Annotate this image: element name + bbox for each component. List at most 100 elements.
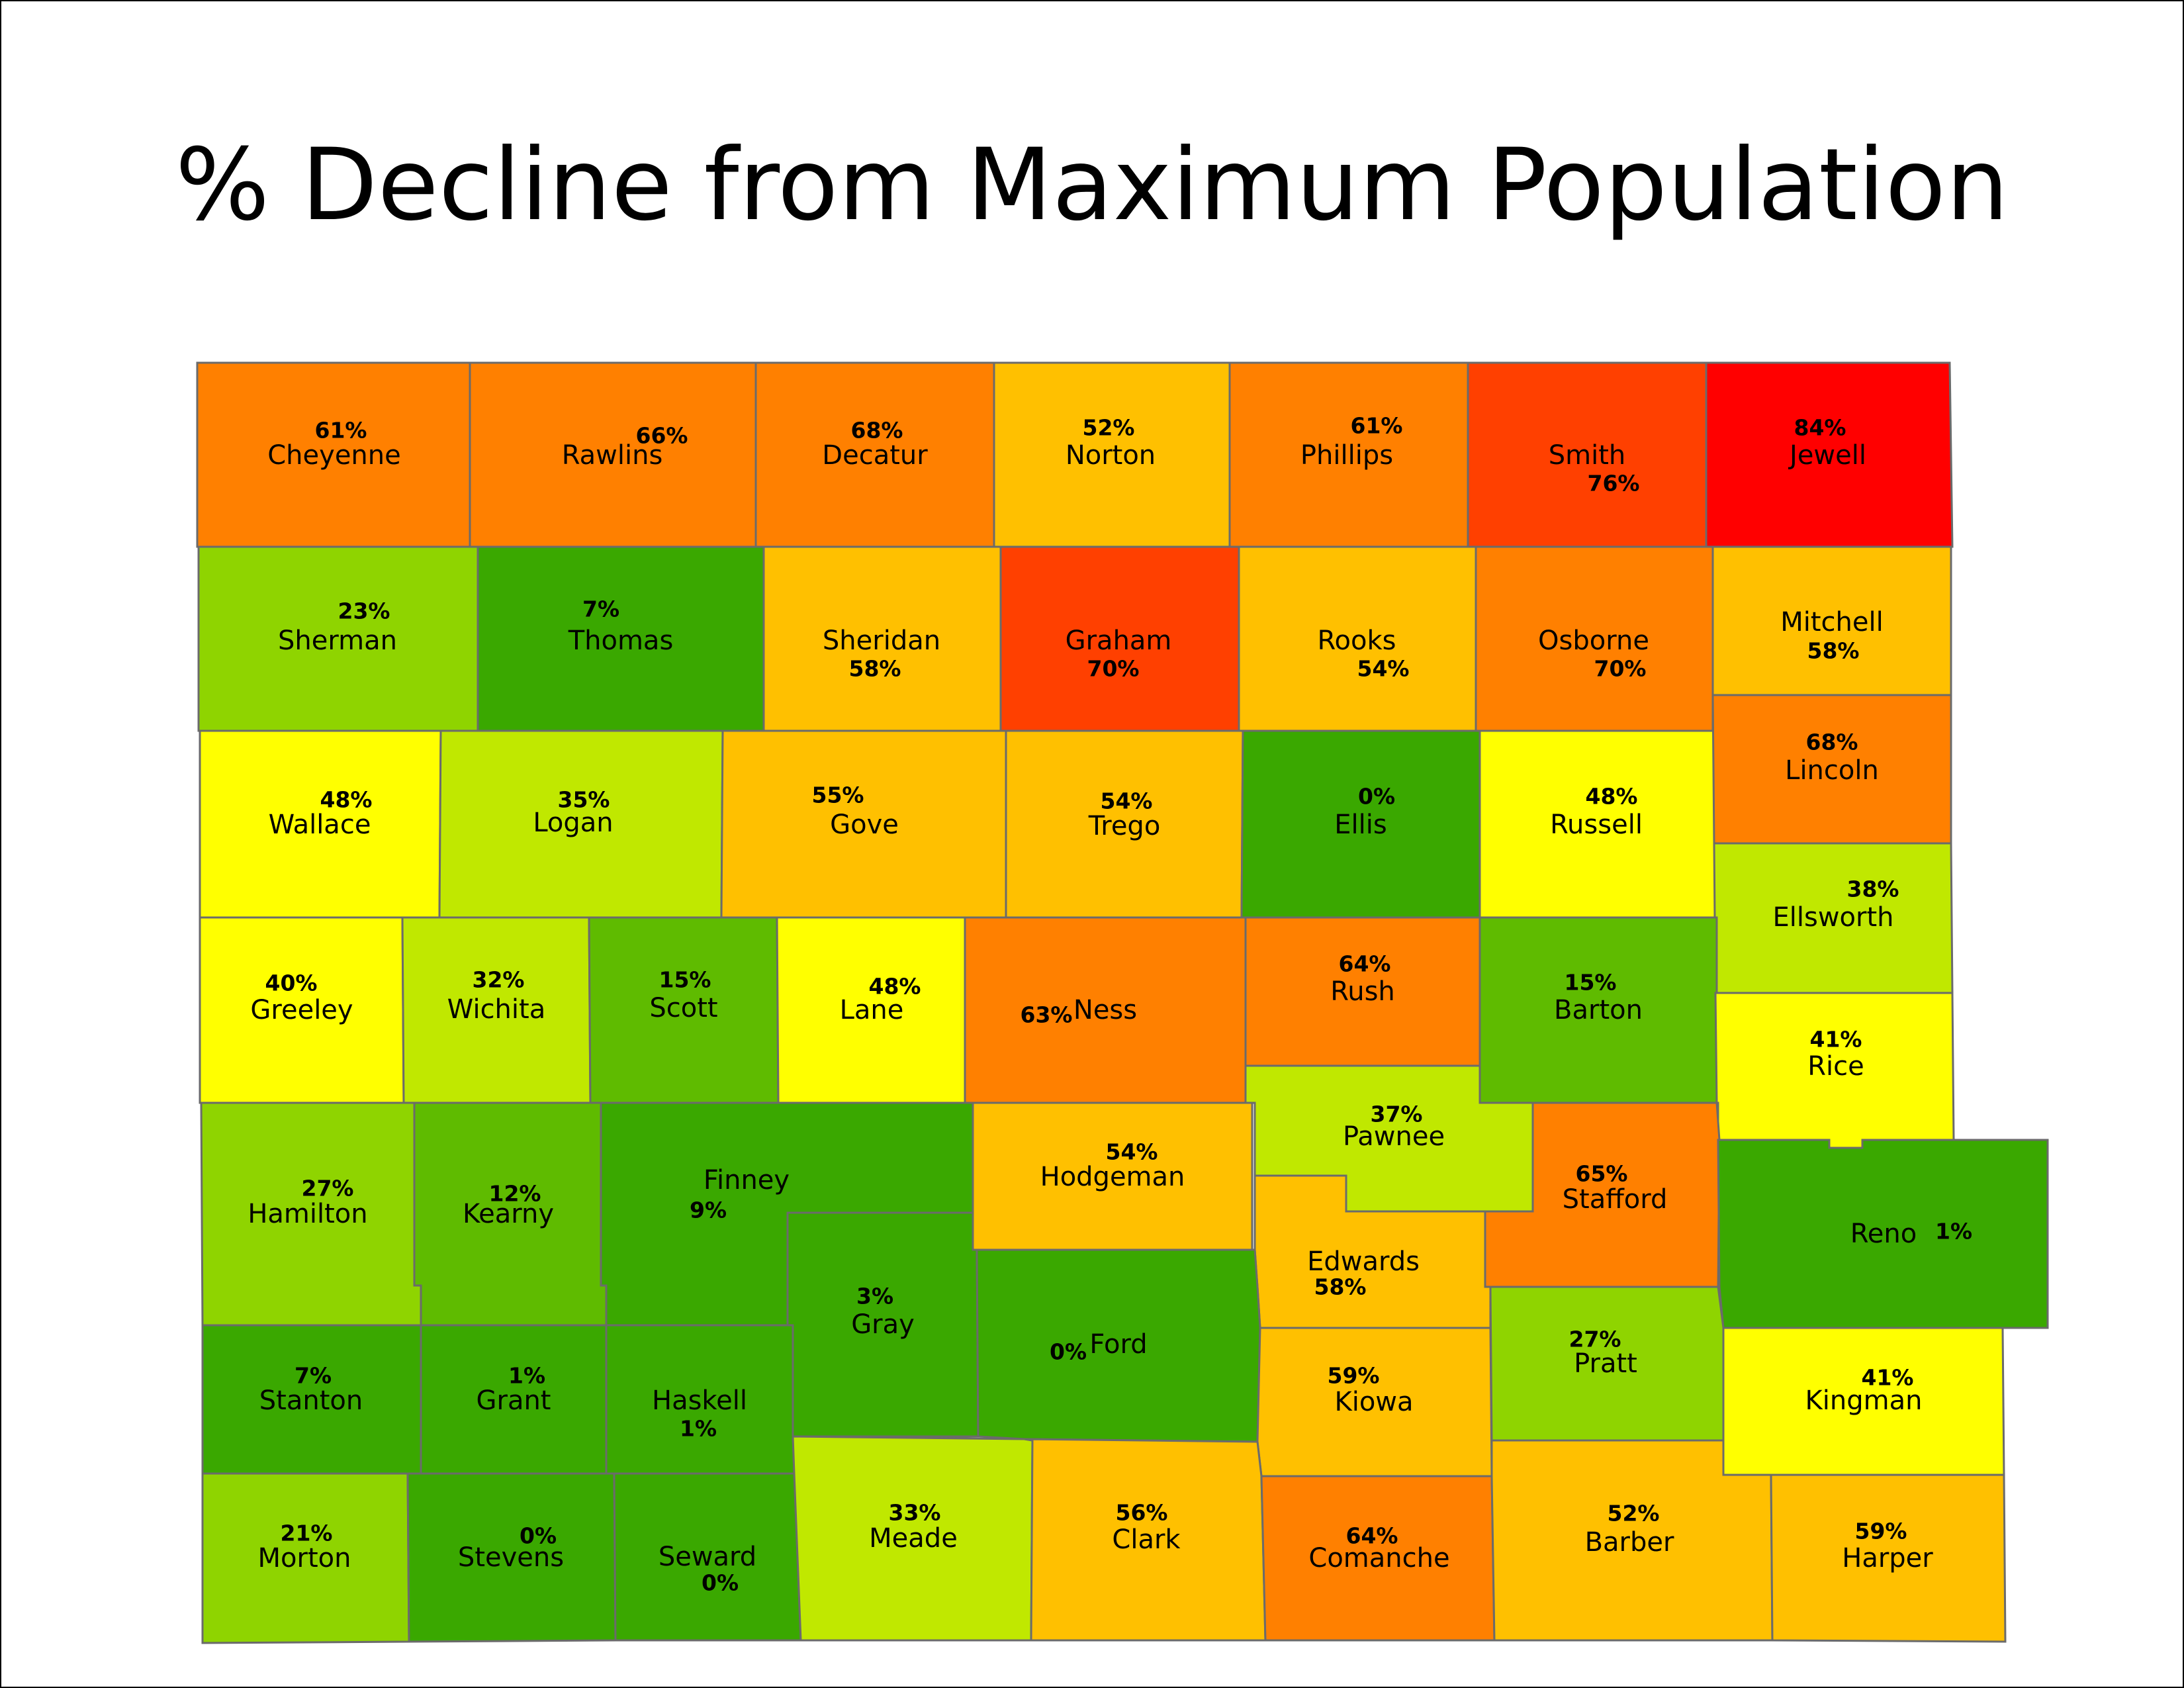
county-harper[interactable] <box>1770 1474 2007 1643</box>
county-value-logan: 35% <box>558 787 610 813</box>
county-label-wallace: Wallace <box>269 810 371 840</box>
county-value-hodgeman: 54% <box>1106 1139 1158 1165</box>
county-label-meade: Meade <box>869 1523 958 1554</box>
county-value-cheyenne: 61% <box>315 418 367 444</box>
county-label-kiowa: Kiowa <box>1334 1387 1413 1417</box>
county-value-rice: 41% <box>1810 1027 1862 1053</box>
county-label-edwards: Edwards <box>1307 1246 1420 1277</box>
county-value-greeley: 40% <box>265 970 318 996</box>
county-value-rawlins: 66% <box>636 423 688 449</box>
county-value-ellsworth: 38% <box>1847 876 1899 902</box>
county-value-comanche: 64% <box>1346 1523 1398 1549</box>
county-label-sherman: Sherman <box>278 626 397 656</box>
county-label-lane: Lane <box>840 995 904 1025</box>
county-label-stafford: Stafford <box>1563 1184 1668 1215</box>
county-label-hodgeman: Hodgeman <box>1040 1162 1185 1192</box>
county-value-wichita: 32% <box>473 967 525 993</box>
county-label-rice: Rice <box>1807 1051 1864 1082</box>
county-value-finney: 9% <box>690 1197 727 1223</box>
county-label-seward: Seward <box>659 1542 756 1572</box>
county-value-clark: 56% <box>1116 1500 1168 1526</box>
county-label-osborne: Osborne <box>1538 626 1649 656</box>
county-value-kingman: 41% <box>1862 1365 1914 1391</box>
county-value-pawnee: 37% <box>1371 1102 1423 1127</box>
county-value-pratt: 27% <box>1569 1327 1621 1352</box>
county-value-russell: 48% <box>1586 784 1638 810</box>
county-label-ford: Ford <box>1089 1329 1147 1360</box>
county-label-grant: Grant <box>477 1385 551 1416</box>
county-value-decatur: 68% <box>851 418 903 444</box>
county-label-smith: Smith <box>1549 440 1626 471</box>
county-label-scott: Scott <box>649 993 717 1023</box>
county-label-jewell: Jewell <box>1788 440 1866 471</box>
county-value-ness: 63% <box>1021 1002 1073 1028</box>
county-value-stanton: 7% <box>295 1363 332 1389</box>
county-label-thomas: Thomas <box>568 626 674 656</box>
county-value-haskell: 1% <box>680 1416 717 1442</box>
county-value-scott: 15% <box>659 967 711 993</box>
county-value-jewell: 84% <box>1794 415 1846 441</box>
county-label-reno: Reno <box>1850 1219 1917 1249</box>
county-label-ellsworth: Ellsworth <box>1772 902 1893 933</box>
county-label-hamilton: Hamilton <box>248 1199 367 1229</box>
county-label-clark: Clark <box>1112 1524 1181 1555</box>
county-value-trego: 54% <box>1101 788 1153 814</box>
county-label-harper: Harper <box>1842 1543 1933 1573</box>
county-label-logan: Logan <box>533 808 613 838</box>
county-label-sheridan: Sheridan <box>823 626 940 656</box>
county-label-ness: Ness <box>1073 995 1137 1025</box>
county-value-norton: 52% <box>1083 415 1135 441</box>
county-label-rush: Rush <box>1330 976 1395 1007</box>
county-value-wallace: 48% <box>320 787 373 813</box>
county-label-russell: Russell <box>1550 810 1643 840</box>
county-label-barton: Barton <box>1554 995 1643 1025</box>
county-value-thomas: 7% <box>582 596 619 622</box>
county-label-kingman: Kingman <box>1805 1385 1923 1416</box>
county-label-cheyenne: Cheyenne <box>267 440 400 471</box>
county-value-harper: 59% <box>1855 1519 1907 1544</box>
county-label-pawnee: Pawnee <box>1343 1121 1445 1152</box>
county-value-lane: 48% <box>869 974 921 1000</box>
county-value-barber: 52% <box>1608 1501 1660 1526</box>
county-jewell[interactable] <box>1705 361 1954 548</box>
county-value-seward: 0% <box>702 1570 739 1596</box>
county-value-mitchell: 58% <box>1807 638 1860 664</box>
map-title: % Decline from Maximum Population <box>175 128 2009 243</box>
county-value-rush: 64% <box>1339 951 1391 977</box>
county-label-barber: Barber <box>1585 1527 1674 1558</box>
county-label-ellis: Ellis <box>1334 810 1387 840</box>
county-value-gray: 3% <box>856 1284 893 1309</box>
county-value-sherman: 23% <box>338 598 390 624</box>
county-label-trego: Trego <box>1088 811 1161 841</box>
county-label-comanche: Comanche <box>1308 1543 1449 1573</box>
county-value-meade: 33% <box>889 1500 941 1526</box>
county-value-phillips: 61% <box>1351 413 1403 439</box>
county-label-rawlins: Rawlins <box>562 440 663 471</box>
county-label-wichita: Wichita <box>447 994 545 1025</box>
county-value-lincoln: 68% <box>1806 729 1858 755</box>
county-value-stafford: 65% <box>1576 1161 1628 1187</box>
county-value-edwards: 58% <box>1314 1274 1367 1300</box>
county-label-haskell: Haskell <box>652 1385 747 1416</box>
county-value-osborne: 70% <box>1594 656 1647 682</box>
county-label-mitchell: Mitchell <box>1780 607 1884 637</box>
county-label-lincoln: Lincoln <box>1785 755 1879 786</box>
county-label-gray: Gray <box>851 1309 915 1340</box>
county-label-stevens: Stevens <box>458 1542 564 1573</box>
county-value-smith: 76% <box>1588 471 1640 496</box>
county-label-finney: Finney <box>704 1165 790 1196</box>
county-value-grant: 1% <box>508 1363 545 1389</box>
county-value-stevens: 0% <box>520 1523 557 1549</box>
county-label-norton: Norton <box>1066 440 1156 471</box>
county-label-pratt: Pratt <box>1574 1348 1637 1379</box>
county-label-greeley: Greeley <box>250 995 353 1025</box>
county-value-gove: 55% <box>812 782 864 808</box>
county-value-graham: 70% <box>1087 656 1140 682</box>
county-label-phillips: Phillips <box>1300 440 1393 471</box>
county-value-kiowa: 59% <box>1328 1363 1380 1389</box>
county-value-kearny: 12% <box>489 1181 541 1207</box>
county-label-stanton: Stanton <box>259 1385 363 1416</box>
county-value-morton: 21% <box>281 1521 333 1546</box>
county-label-kearny: Kearny <box>463 1199 554 1229</box>
